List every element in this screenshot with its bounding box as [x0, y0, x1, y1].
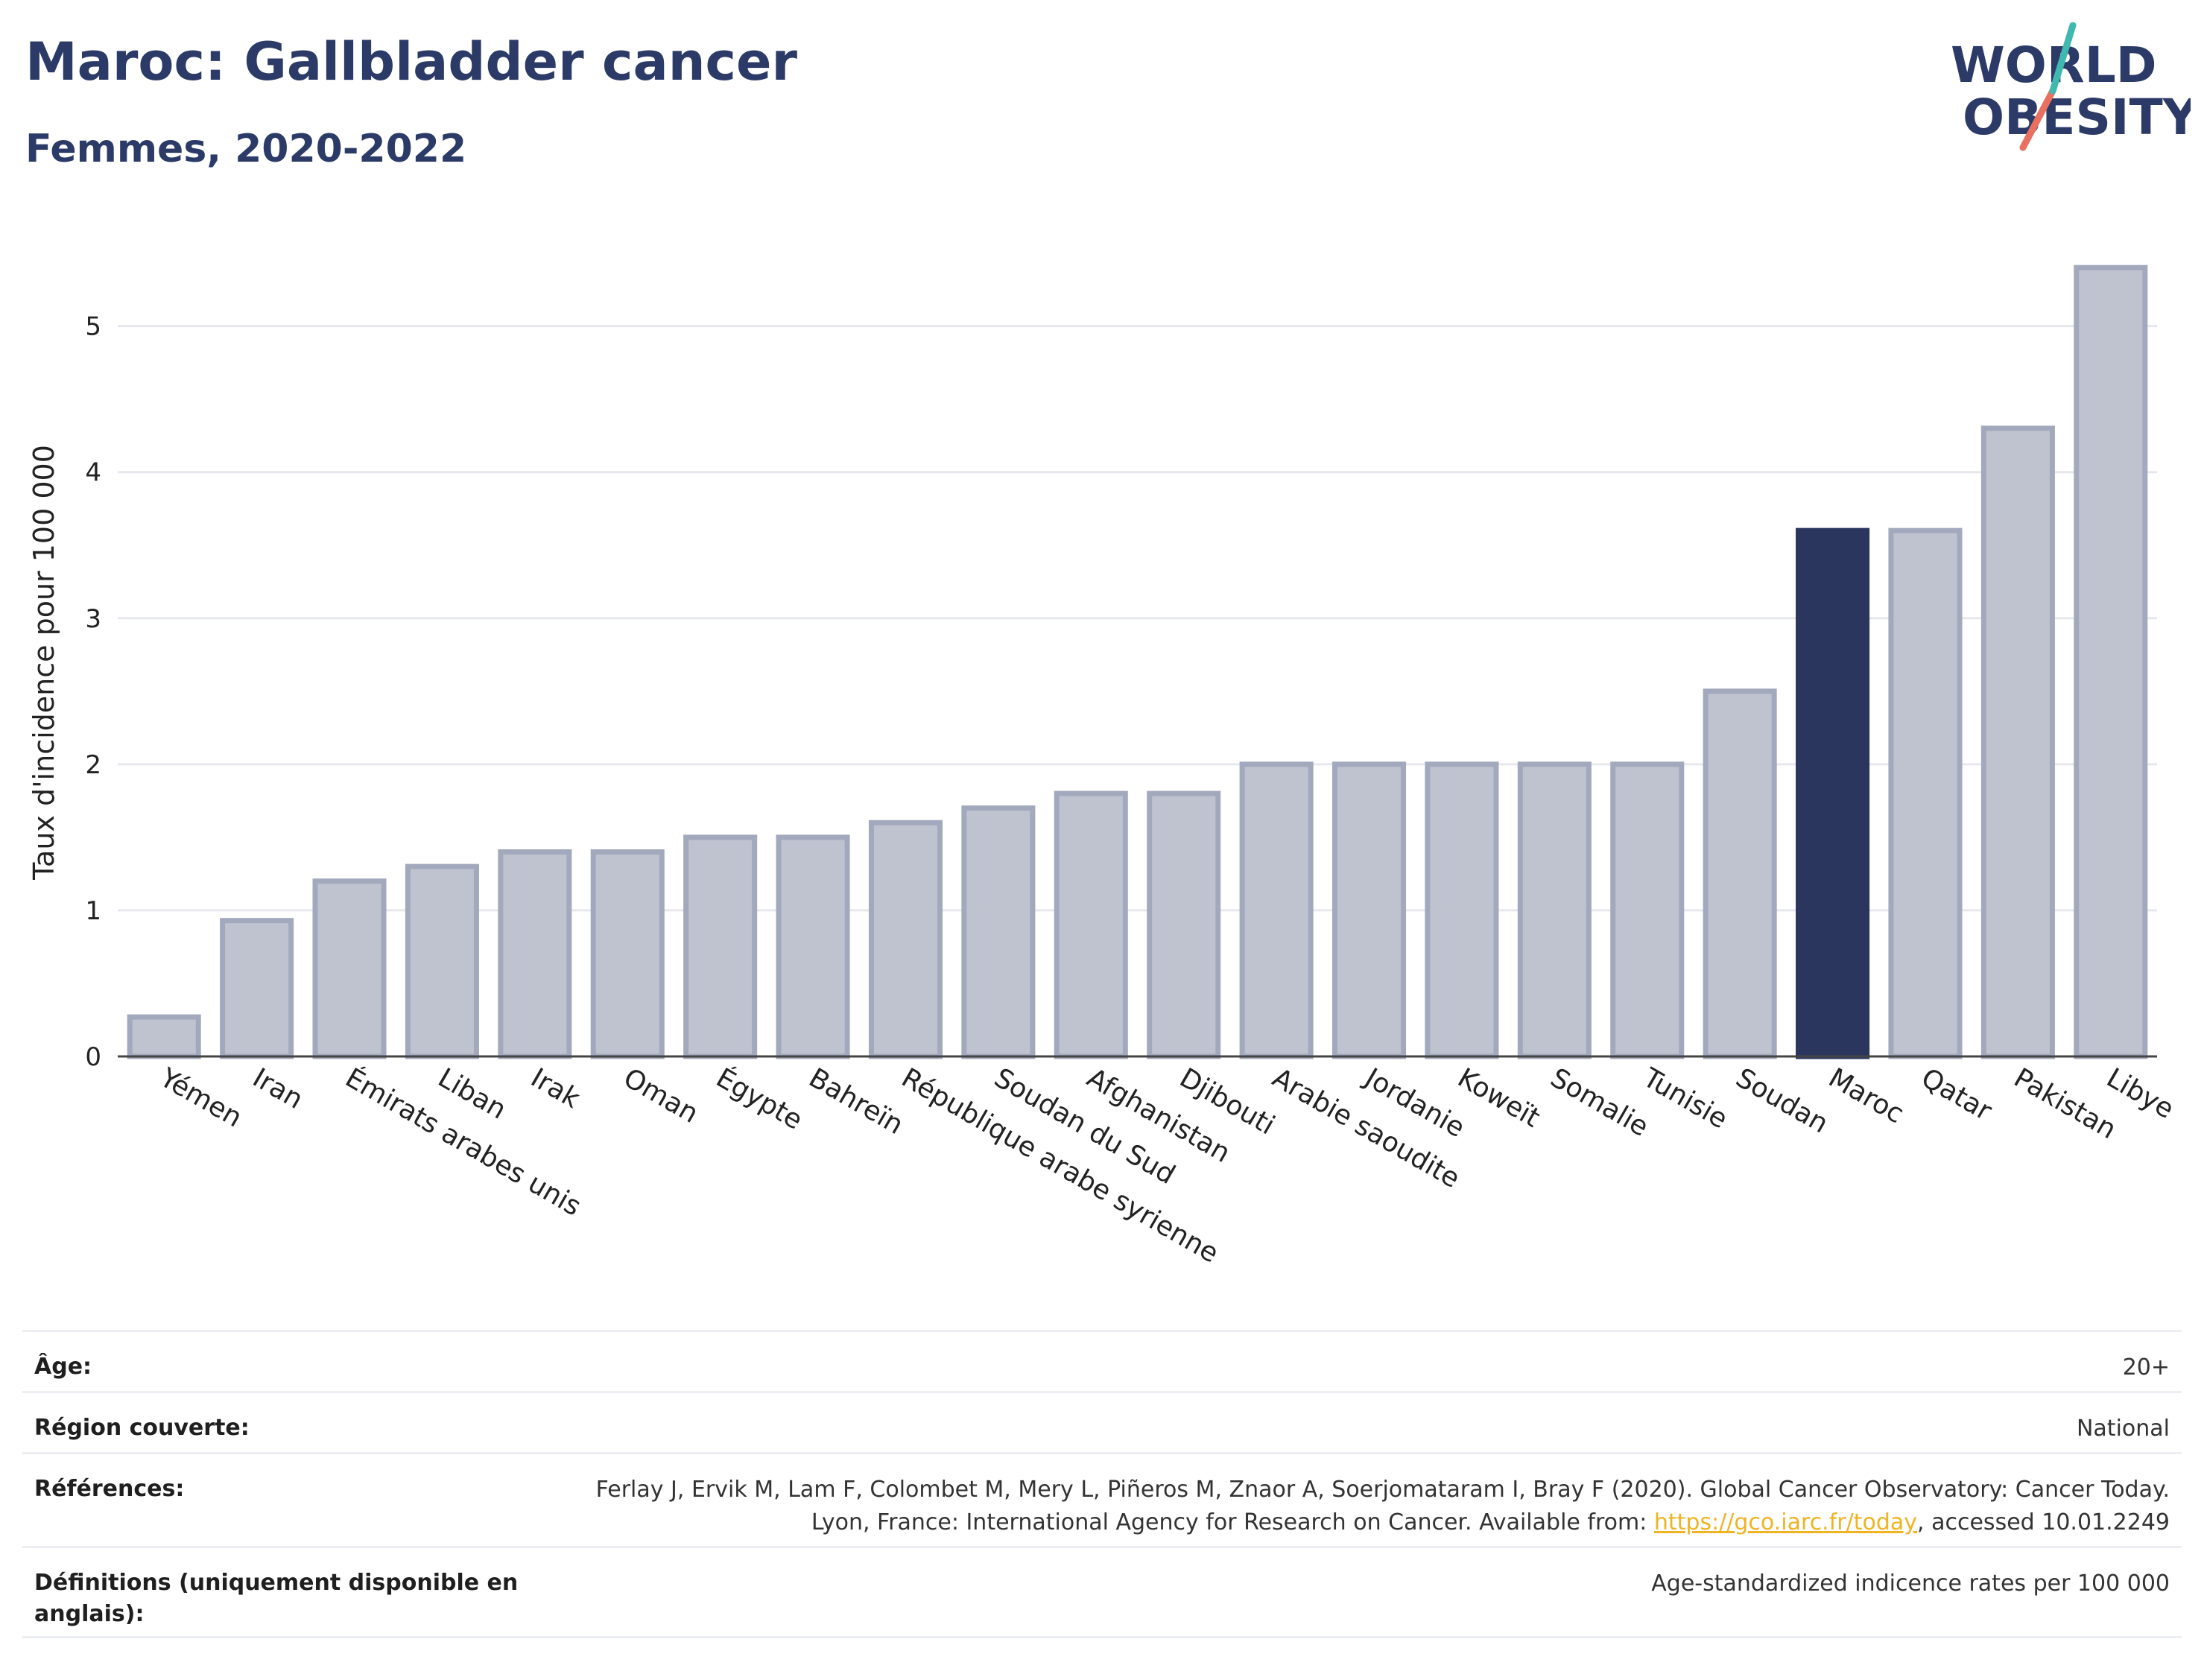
age-value: 20+ — [2122, 1354, 2170, 1381]
x-tick-label: Tunisie — [1637, 1062, 1732, 1135]
x-tick-label: Somalie — [1545, 1062, 1653, 1143]
references-link[interactable]: https://gco.iarc.fr/today — [1653, 1509, 1918, 1535]
x-tick-label: Iran — [247, 1062, 308, 1115]
page-title: Maroc: Gallbladder cancer — [25, 31, 798, 92]
bar-somalie — [1517, 761, 1592, 1059]
x-tick-label: Qatar — [1916, 1062, 1996, 1126]
region-label: Région couverte: — [34, 1415, 250, 1441]
y-tick-label: 3 — [85, 604, 101, 634]
bar-liban — [405, 863, 479, 1059]
x-tick-label: Yémen — [154, 1062, 247, 1134]
meta-row-references: Références: Ferlay J, Ervik M, Lam F, Co… — [22, 1452, 2182, 1546]
x-tick-label: Maroc — [1823, 1062, 1909, 1129]
age-label: Âge: — [34, 1354, 92, 1380]
bar-y-men — [127, 1014, 201, 1059]
logo-slash-coral — [2019, 87, 2056, 151]
y-tick-label: 5 — [85, 312, 101, 342]
bar--gypte — [683, 834, 758, 1059]
bar-libye — [2074, 264, 2148, 1059]
bar-iran — [220, 918, 294, 1059]
page-subtitle: Femmes, 2020-2022 — [25, 127, 467, 171]
y-tick-label: 1 — [85, 896, 101, 926]
references-accessed: , accessed 10.01.2249 — [1917, 1509, 2170, 1535]
bar-maroc — [1796, 527, 1870, 1059]
y-tick-label: 2 — [85, 750, 101, 780]
bar-kowe-t — [1425, 761, 1499, 1059]
references-value: Ferlay J, Ervik M, Lam F, Colombet M, Me… — [568, 1474, 2170, 1539]
definitions-value: Age-standardized indicence rates per 100… — [1651, 1570, 2170, 1597]
y-tick-label: 4 — [85, 458, 101, 488]
x-tick-label: Pakistan — [2009, 1062, 2121, 1145]
definitions-label: Définitions (uniquement disponible en an… — [34, 1570, 519, 1627]
references-text: Ferlay J, Ervik M, Lam F, Colombet M, Me… — [595, 1477, 2170, 1535]
references-label: Références: — [34, 1476, 185, 1502]
bar-chart: 0 1 2 3 4 5 Taux d'incidence pour 100 000 Yémen… — [28, 264, 2179, 1269]
bar-pakistan — [1980, 425, 2055, 1059]
bar-afghanistan — [1054, 790, 1128, 1059]
y-axis-label: Taux d'incidence pour 100 000 — [28, 445, 60, 881]
x-tick-label: Égypte — [711, 1062, 808, 1135]
bar-oman — [590, 849, 665, 1059]
logo-text-obesity: OBESITY — [1963, 89, 2191, 146]
bar-tunisie — [1610, 761, 1685, 1059]
bar-arabie-saoudite — [1239, 761, 1314, 1059]
x-tick-label: Soudan — [1731, 1062, 1834, 1139]
meta-row-age: Âge: 20+ — [22, 1330, 2182, 1391]
bar-jordanie — [1331, 761, 1407, 1059]
bar--mirats-arabes-unis — [312, 878, 387, 1059]
bar-qatar — [1888, 527, 1963, 1059]
region-value: National — [2076, 1416, 2170, 1442]
bar-bahre-n — [776, 834, 850, 1059]
meta-row-definitions: Définitions (uniquement disponible en an… — [22, 1546, 2182, 1638]
bar-soudan — [1703, 688, 1777, 1059]
bar-soudan-du-sud — [961, 805, 1036, 1059]
logo-slash-teal — [2049, 22, 2077, 95]
bar-irak — [498, 849, 572, 1059]
metadata-table: Âge: 20+ Région couverte: National Référ… — [22, 1330, 2182, 1638]
bar-r-publique-arabe-syrienne — [868, 820, 943, 1059]
x-tick-label: Irak — [525, 1062, 585, 1115]
x-tick-label: Bahreïn — [804, 1062, 908, 1141]
y-tick-label: 0 — [85, 1042, 101, 1072]
bar-djibouti — [1147, 790, 1221, 1059]
meta-row-region: Région couverte: National — [22, 1391, 2182, 1452]
x-tick-label: Oman — [618, 1062, 703, 1129]
world-obesity-logo: WORLD OBESITY — [1951, 22, 2191, 151]
